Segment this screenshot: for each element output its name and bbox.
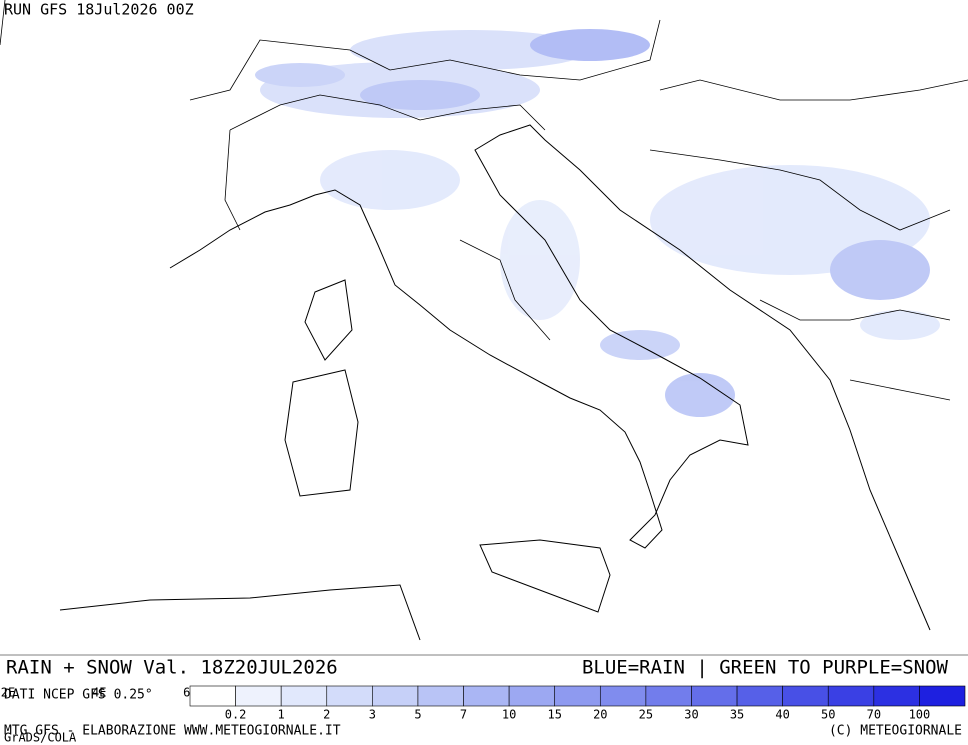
title-right: BLUE=RAIN | GREEN TO PURPLE=SNOW <box>582 657 949 679</box>
colorbar-label: 0.2 <box>225 708 247 722</box>
colorbar-label: 5 <box>414 708 421 722</box>
colorbar-label: 35 <box>730 708 744 722</box>
coastline <box>169 124 931 631</box>
colorbar-label: 40 <box>775 708 789 722</box>
colorbar-box <box>827 685 875 707</box>
colorbar-label: 15 <box>547 708 561 722</box>
footer-left: MTG GFS - ELABORAZIONE WWW.METEOGIORNALE… <box>4 724 341 739</box>
source: DATI NCEP GFS 0.25° <box>4 688 153 703</box>
colorbar-box <box>417 685 464 707</box>
colorbar-box <box>554 685 601 707</box>
colorbar-box <box>782 685 829 707</box>
rain-area <box>665 373 735 417</box>
colorbar-box <box>736 685 783 707</box>
colorbar-box <box>326 685 373 707</box>
precipitation <box>255 29 940 417</box>
colorbar-label: 30 <box>684 708 698 722</box>
colorbar-box <box>508 685 556 707</box>
colorbar-box <box>919 685 966 707</box>
colorbar-box <box>189 685 236 707</box>
colorbar-box <box>873 685 920 707</box>
rain-area <box>530 29 650 61</box>
run-label: RUN GFS 18Jul2026 00Z <box>4 1 194 19</box>
border <box>0 0 968 401</box>
rain-area <box>860 310 940 340</box>
colorbar-box <box>280 685 328 707</box>
rain-area <box>255 63 345 87</box>
africa-coast <box>59 584 421 641</box>
colorbar-box <box>645 685 692 707</box>
colorbar-box <box>463 685 510 707</box>
sicily <box>479 539 611 613</box>
rain-area <box>320 150 460 210</box>
title-left: RAIN + SNOW Val. 18Z20JUL2026 <box>6 657 338 679</box>
coastlines <box>0 0 968 641</box>
colorbar-label: 3 <box>369 708 376 722</box>
colorbar-label: 100 <box>909 708 931 722</box>
rain-area <box>350 30 590 70</box>
sardinia <box>284 369 359 497</box>
longitude-label: 2E <box>1 686 15 700</box>
longitude-label: 4E <box>92 686 106 700</box>
colorbar-box <box>235 685 282 707</box>
colorbar-label: 10 <box>502 708 516 722</box>
colorbar-label: 25 <box>639 708 653 722</box>
colorbar-box <box>599 685 647 707</box>
footer-right: (C) METEOGIORNALE <box>829 724 962 739</box>
colorbar-label: 7 <box>460 708 467 722</box>
colorbar-label: 2 <box>323 708 330 722</box>
colorbar-label: 20 <box>593 708 607 722</box>
colorbar-label: 70 <box>867 708 881 722</box>
colorbar: 0.2 1 2 3 5 7 10 15 20 25 30 35 40 50 70 100 <box>189 685 966 722</box>
footer-tool: GrADS/COLA <box>4 731 77 745</box>
rain-area <box>600 330 680 360</box>
corsica <box>304 279 353 361</box>
colorbar-label: 50 <box>821 708 835 722</box>
rain-area <box>360 80 480 110</box>
colorbar-box <box>691 685 738 707</box>
colorbar-label: 1 <box>278 708 285 722</box>
rain-area <box>830 240 930 300</box>
colorbar-box <box>372 685 419 707</box>
rain-area <box>500 200 580 320</box>
